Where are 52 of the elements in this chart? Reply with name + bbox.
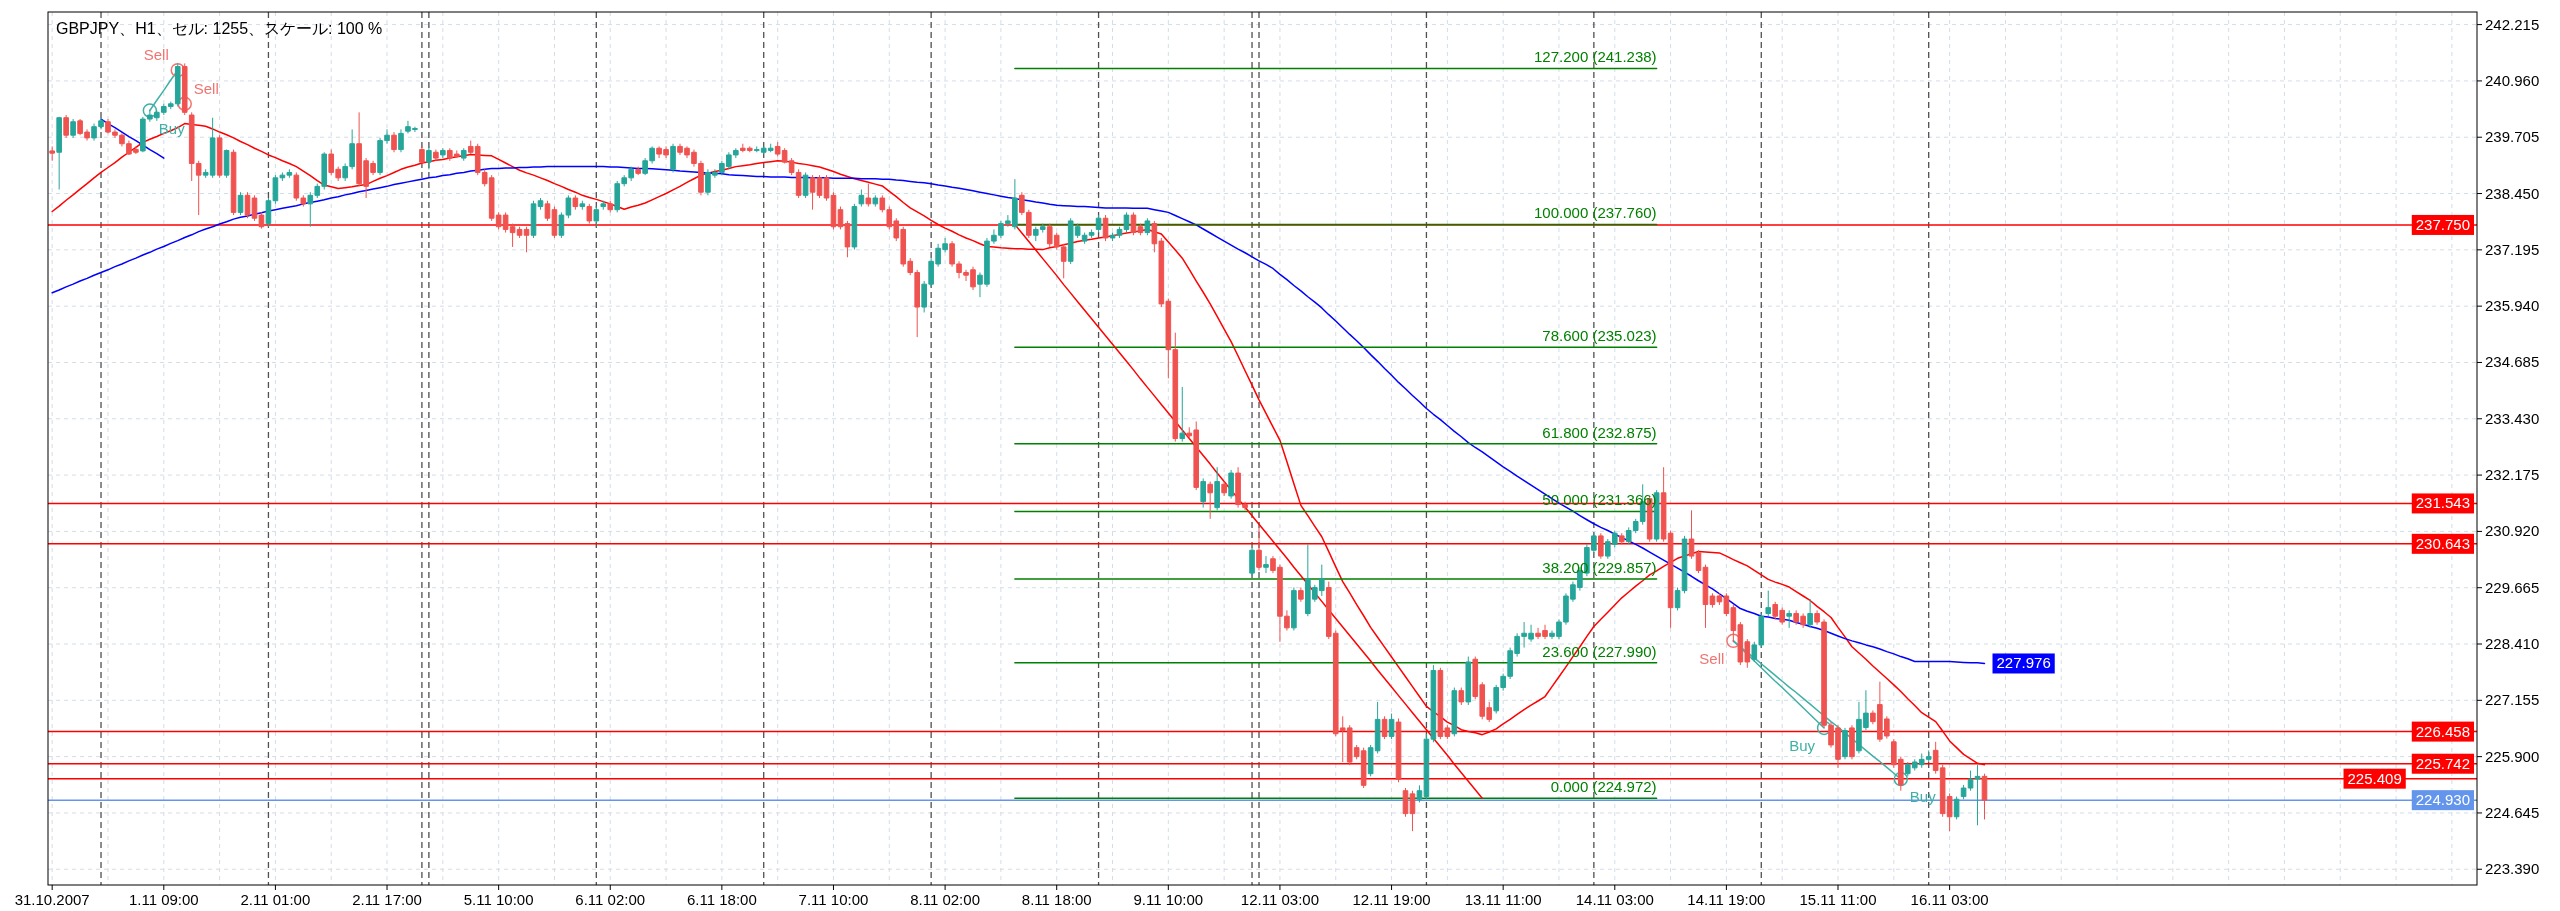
y-tick-label: 242.215 (2485, 15, 2540, 33)
y-tick-label: 237.195 (2485, 240, 2540, 258)
y-tick-label: 234.685 (2485, 353, 2540, 371)
series-label: 127.200 (241.238) (1534, 48, 1657, 66)
y-tick-label: 229.665 (2485, 578, 2540, 596)
y-tick-label: 240.960 (2485, 71, 2540, 89)
x-tick-label: 13.11 11:00 (1464, 891, 1542, 908)
x-tick-label: 9.11 10:00 (1133, 891, 1204, 908)
x-tick-label: 14.11 19:00 (1687, 891, 1766, 908)
series-label: Buy (1789, 736, 1816, 754)
y-tick-label: 235.940 (2485, 297, 2540, 315)
y-tick-label: 224.645 (2485, 803, 2540, 821)
x-tick-label: 6.11 02:00 (575, 891, 646, 908)
text: GBPJPY、H1、セル: 1255、スケール: 100 % (56, 20, 383, 37)
y-tick-label: 227.155 (2485, 691, 2540, 709)
y-tick-label: 223.390 (2485, 860, 2540, 878)
x-tick-label: 2.11 01:00 (240, 891, 311, 908)
series-label: Sell (1699, 649, 1725, 667)
ref-line-label: 230.643 (2411, 533, 2474, 554)
ref-line-label: 226.458 (2411, 721, 2474, 742)
y-tick-label: 228.410 (2485, 635, 2540, 653)
data-label: 227.976 (1992, 653, 2055, 674)
series-label: 78.600 (235.023) (1542, 327, 1657, 345)
x-tick-label: 5.11 10:00 (463, 891, 534, 908)
series-label: Sell (143, 46, 169, 64)
y-tick-label: 232.175 (2485, 466, 2540, 484)
x-tick-label: 7.11 10:00 (798, 891, 869, 908)
ref-line-label: 237.750 (2411, 214, 2474, 235)
x-tick-label: 16.11 03:00 (1910, 891, 1989, 908)
y-tick-label: 233.430 (2485, 409, 2540, 427)
x-tick-label: 12.11 03:00 (1240, 891, 1320, 908)
x-tick-label: 31.10.2007 (14, 891, 90, 908)
series-label: 61.800 (232.875) (1542, 423, 1657, 441)
x-tick-label: 2.11 17:00 (352, 891, 422, 908)
x-tick-label: 15.11 11:00 (1799, 891, 1877, 908)
x-tick-label: 12.11 19:00 (1352, 891, 1431, 908)
series-label: Sell (193, 79, 219, 97)
series-label: 100.000 (237.760) (1534, 204, 1657, 222)
ref-line-label: 225.409 (2343, 768, 2406, 789)
y-tick-label: 225.900 (2485, 747, 2540, 765)
y-tick-label: 238.450 (2485, 184, 2540, 202)
x-tick-label: 8.11 02:00 (910, 891, 980, 908)
series-label: 0.000 (224.972) (1550, 778, 1657, 796)
x-tick-label: 1.11 09:00 (128, 891, 199, 908)
y-tick-label: 239.705 (2485, 128, 2540, 146)
ref-line-label: 225.742 (2411, 753, 2474, 774)
x-tick-label: 6.11 18:00 (686, 891, 757, 908)
x-tick-label: 8.11 18:00 (1021, 891, 1092, 908)
ref-line-label: 224.930 (2411, 790, 2474, 811)
x-tick-label: 14.11 03:00 (1575, 891, 1654, 908)
y-tick-label: 230.920 (2485, 522, 2540, 540)
ref-line-label: 231.543 (2411, 493, 2474, 514)
